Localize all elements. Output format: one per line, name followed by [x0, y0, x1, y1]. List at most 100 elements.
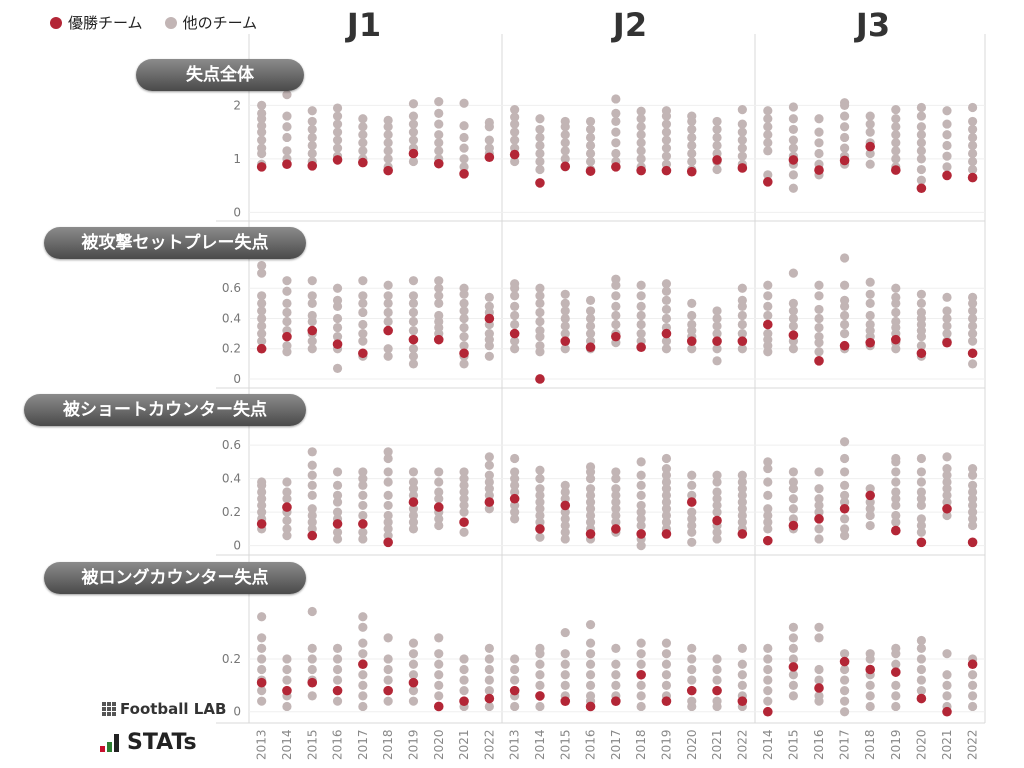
other-team-point	[737, 295, 747, 305]
other-team-point	[687, 310, 697, 321]
other-team-point	[788, 313, 799, 324]
other-team-point	[484, 460, 494, 470]
other-team-point	[737, 510, 747, 521]
winner-team-point	[712, 685, 722, 696]
other-team-point	[257, 100, 267, 110]
other-team-point	[814, 664, 824, 675]
other-team-point	[307, 298, 317, 308]
x-tick-label: 2018	[863, 729, 877, 760]
other-team-point	[687, 140, 697, 151]
other-team-point	[358, 510, 368, 521]
winner-team-point	[788, 520, 799, 531]
winner-team-point	[585, 166, 596, 176]
other-team-point	[636, 457, 646, 467]
other-team-point	[814, 500, 824, 511]
winner-team-point	[942, 170, 952, 181]
other-team-point	[459, 283, 469, 293]
other-team-point	[282, 276, 292, 286]
other-team-point	[383, 453, 393, 464]
other-team-point	[763, 146, 773, 156]
x-tick-label: 2015	[558, 729, 572, 760]
other-team-point	[891, 146, 901, 156]
other-team-point	[257, 686, 267, 696]
other-team-point	[585, 321, 596, 331]
other-team-point	[712, 494, 722, 504]
x-tick-label: 2022	[482, 729, 496, 760]
x-tick-label: 2019	[406, 729, 420, 760]
other-team-point	[712, 534, 722, 544]
other-team-point	[611, 94, 621, 104]
winner-team-point	[839, 155, 850, 166]
other-team-point	[560, 507, 570, 517]
other-team-point	[942, 140, 952, 151]
winner-team-point	[282, 331, 292, 342]
other-team-point	[611, 490, 621, 500]
other-team-point	[383, 477, 393, 487]
other-team-point	[535, 291, 545, 301]
other-team-point	[661, 151, 672, 161]
other-team-point	[434, 291, 444, 301]
other-team-point	[383, 490, 393, 500]
other-team-point	[257, 298, 267, 308]
other-team-point	[535, 307, 545, 318]
other-team-point	[968, 321, 978, 331]
other-team-point	[814, 467, 824, 477]
other-team-point	[535, 643, 545, 654]
other-team-point	[408, 111, 419, 121]
other-team-point	[510, 664, 520, 675]
other-team-point	[687, 480, 697, 490]
other-team-point	[891, 114, 901, 124]
other-team-point	[510, 480, 520, 490]
winner-team-point	[611, 696, 621, 706]
other-team-point	[282, 122, 292, 132]
legend-item-winner: 優勝チーム	[50, 12, 143, 33]
other-team-point	[916, 635, 927, 646]
other-team-point	[358, 114, 368, 124]
other-team-point	[383, 530, 393, 541]
other-team-point	[840, 132, 850, 143]
other-team-point	[408, 156, 419, 167]
other-team-point	[865, 691, 875, 701]
other-team-point	[510, 119, 520, 129]
other-team-point	[661, 127, 672, 137]
other-team-point	[307, 691, 317, 701]
other-team-point	[968, 102, 978, 113]
other-team-point	[865, 520, 875, 531]
other-team-point	[687, 520, 697, 531]
winner-team-point	[358, 348, 368, 359]
other-team-point	[358, 276, 368, 286]
other-team-point	[535, 140, 545, 151]
other-team-point	[891, 487, 901, 497]
other-team-point	[282, 524, 292, 534]
other-team-point	[434, 276, 444, 286]
x-tick-label: 2022	[966, 729, 980, 760]
other-team-point	[763, 696, 773, 706]
other-team-point	[434, 477, 444, 487]
winner-team-point	[433, 158, 444, 169]
other-team-point	[814, 675, 824, 685]
other-team-point	[560, 289, 570, 299]
other-team-point	[712, 321, 722, 331]
other-team-point	[840, 143, 850, 153]
other-team-point	[636, 680, 646, 690]
winner-team-point	[459, 169, 469, 179]
other-team-point	[636, 480, 646, 490]
other-team-point	[484, 504, 494, 514]
other-team-point	[737, 143, 747, 153]
other-team-point	[408, 696, 419, 706]
other-team-point	[585, 510, 596, 521]
other-team-point	[560, 344, 570, 354]
other-team-point	[661, 463, 672, 474]
winner-team-point	[459, 696, 469, 706]
other-team-point	[942, 329, 952, 339]
winner-team-point	[814, 514, 824, 524]
other-team-point	[661, 453, 672, 464]
x-tick-label: 2013	[508, 729, 522, 760]
other-team-point	[510, 474, 520, 484]
other-team-point	[257, 612, 267, 622]
winner-team-point	[865, 141, 875, 152]
other-team-point	[358, 474, 368, 484]
other-team-point	[916, 494, 927, 504]
other-team-point	[358, 612, 368, 622]
other-team-point	[257, 487, 267, 497]
